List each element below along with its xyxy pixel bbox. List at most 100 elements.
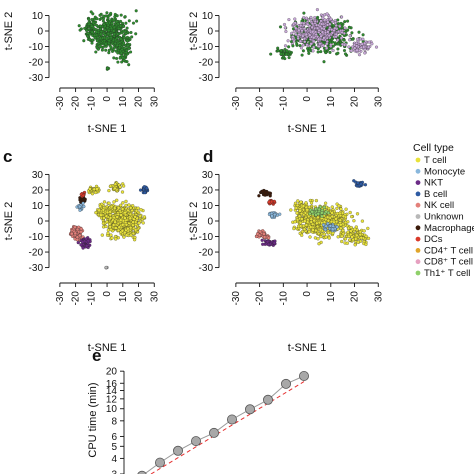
data-point [86, 34, 90, 38]
data-point [336, 22, 341, 26]
data-point [126, 227, 130, 231]
data-point [317, 207, 321, 212]
cluster [267, 211, 282, 220]
data-point [363, 183, 368, 187]
data-point [306, 22, 310, 26]
data-point [309, 15, 313, 19]
legend-marker [415, 157, 421, 163]
data-point [286, 39, 290, 43]
data-point [100, 233, 104, 237]
data-point [96, 47, 100, 51]
data-point [93, 33, 97, 37]
data-point [298, 221, 303, 225]
data-point [341, 231, 345, 236]
data-point [73, 225, 77, 229]
x-tick-label: -30 [231, 291, 242, 306]
data-point [79, 230, 83, 234]
data-point [300, 233, 304, 237]
data-point [349, 49, 353, 53]
x-tick-label: 20 [134, 291, 145, 303]
data-point [136, 206, 140, 210]
data-point [115, 36, 119, 40]
data-point [109, 26, 113, 30]
legend-entry: Unknown [424, 212, 464, 223]
data-point [129, 206, 133, 210]
data-point [341, 228, 345, 233]
data-point [78, 28, 82, 32]
data-point [359, 236, 363, 240]
data-point [330, 31, 334, 35]
y-tick-label: 20 [106, 367, 118, 378]
data-point [114, 237, 118, 241]
data-point [313, 19, 317, 23]
data-point [292, 29, 296, 33]
data-point [117, 225, 121, 229]
data-point [101, 208, 106, 212]
data-point [291, 37, 295, 41]
data-point [119, 213, 123, 217]
cluster [79, 190, 87, 198]
data-point [82, 39, 86, 43]
data-point [303, 40, 307, 44]
data-point [257, 194, 261, 198]
data-point [370, 42, 374, 46]
data-point [309, 220, 313, 224]
y-tick-label: 0 [207, 217, 213, 228]
data-point [255, 232, 260, 236]
data-point [103, 33, 107, 37]
x-tick-label: -30 [55, 96, 66, 111]
data-point [90, 24, 94, 28]
data-point [272, 241, 277, 245]
legend-entry: Monocyte [424, 166, 465, 177]
y-tick-label: 20 [32, 185, 44, 196]
data-point [324, 210, 328, 214]
data-point [363, 41, 367, 45]
data-point [298, 44, 302, 48]
y-axis-label: CPU time (min) [87, 382, 99, 457]
data-point [348, 38, 352, 42]
data-point [301, 49, 305, 53]
data-point [94, 50, 98, 54]
data-point [81, 193, 85, 198]
data-point [314, 32, 318, 37]
data-point [326, 231, 331, 235]
data-point [300, 217, 304, 221]
data-point [266, 236, 271, 240]
data-point [364, 234, 368, 239]
data-point [121, 223, 125, 227]
data-point [320, 26, 324, 30]
data-point [334, 217, 338, 221]
data-point [126, 43, 130, 48]
data-point [303, 219, 307, 223]
data-point [258, 230, 262, 234]
cluster [87, 184, 101, 196]
x-tick-label: 0 [102, 96, 113, 102]
data-point [109, 204, 114, 209]
y-tick-label: -30 [29, 263, 44, 274]
data-point [90, 38, 95, 42]
y-tick-label: 30 [32, 170, 44, 181]
data-point [350, 31, 354, 35]
legend-marker [415, 248, 421, 253]
data-point [346, 230, 350, 234]
data-point [325, 12, 329, 16]
data-point [305, 220, 310, 224]
data-point [139, 208, 143, 212]
data-point [113, 182, 118, 186]
data-point [363, 51, 367, 55]
data-point [134, 9, 138, 13]
data-point [114, 49, 118, 53]
data-point [120, 47, 124, 52]
data-point [309, 201, 314, 205]
data-point [284, 52, 288, 56]
data-point [122, 24, 126, 28]
data-point [127, 19, 131, 23]
data-point [355, 44, 359, 48]
data-point [353, 227, 357, 231]
data-point [308, 46, 312, 50]
x-tick-label: 20 [350, 291, 361, 303]
data-point [357, 30, 361, 34]
data-point [83, 197, 87, 201]
data-point [121, 184, 126, 188]
